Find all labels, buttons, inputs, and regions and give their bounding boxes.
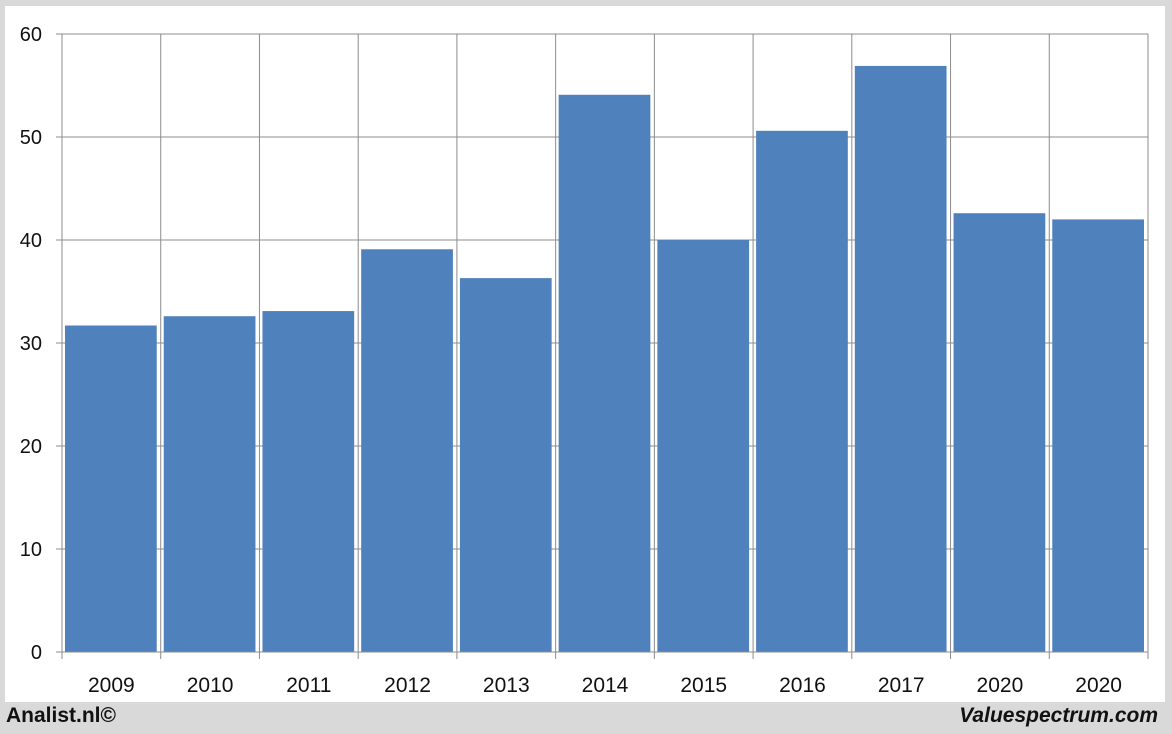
x-tick-label: 2017 [878, 674, 925, 697]
source-credit-label: Analist.nl© [6, 704, 116, 727]
y-tick-label: 0 [31, 642, 42, 664]
y-tick-label: 50 [20, 127, 42, 149]
bar-2009 [65, 325, 157, 652]
y-tick-label: 10 [20, 539, 42, 561]
x-tick-label: 2016 [779, 674, 826, 697]
bars-layer [65, 65, 1144, 653]
y-tick-label: 20 [20, 436, 42, 458]
bar-2011 [262, 311, 355, 652]
y-tick-label: 40 [20, 230, 42, 252]
x-tick-label: 2014 [582, 674, 629, 697]
bar-2014 [558, 94, 651, 652]
website-credit-label: Valuespectrum.com [959, 704, 1158, 727]
x-tick-label: 2012 [384, 674, 431, 697]
x-tick-label: 2009 [88, 674, 135, 697]
y-tick-label: 30 [20, 333, 42, 355]
bar-2017 [854, 65, 947, 653]
bar-2020 [1052, 219, 1144, 652]
bar-2010 [163, 316, 256, 652]
x-tick-label: 2010 [187, 674, 234, 697]
bar-2013 [459, 278, 552, 652]
axis-layer [61, 34, 1148, 653]
bar-2015 [657, 240, 750, 652]
x-tick-label: 2013 [483, 674, 530, 697]
x-tick-label: 2011 [286, 674, 331, 697]
x-tick-label: 2020 [977, 674, 1024, 697]
x-tick-label: 2015 [680, 674, 727, 697]
y-tick-label: 60 [20, 24, 42, 46]
x-tick-label: 2020 [1075, 674, 1122, 697]
labels-layer: 0 10 20 30 40 50 60 2009 2010 2011 2012 2013 2014 201… [20, 24, 1122, 697]
bar-2020 [953, 213, 1046, 652]
bar-2012 [361, 249, 453, 652]
bar-2016 [756, 130, 848, 652]
